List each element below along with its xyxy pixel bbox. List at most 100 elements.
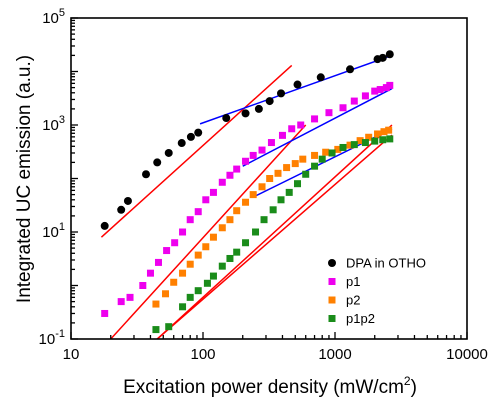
point-p1p2 bbox=[260, 216, 268, 224]
legend-item-dpa-in-otho: DPA in OTHO bbox=[328, 256, 426, 271]
y-axis-title: Integrated UC emission (a.u.) bbox=[14, 55, 35, 303]
fit-lines bbox=[100, 54, 393, 339]
point-p2 bbox=[334, 145, 342, 153]
point-p1p2 bbox=[203, 279, 211, 287]
point-dpa-in-otho bbox=[378, 53, 387, 62]
point-p2 bbox=[152, 300, 160, 308]
fit-line-5 bbox=[156, 124, 393, 339]
legend-marker-p1 bbox=[328, 278, 336, 285]
point-dpa-in-otho bbox=[316, 73, 325, 82]
point-p1 bbox=[297, 121, 305, 129]
point-p1p2 bbox=[350, 141, 358, 149]
point-dpa-in-otho bbox=[100, 221, 109, 230]
point-p1 bbox=[339, 104, 347, 112]
point-p2 bbox=[266, 175, 274, 182]
point-p2 bbox=[202, 243, 210, 251]
legend-marker-p2 bbox=[328, 296, 336, 304]
legend-label-dpa-in-otho: DPA in OTHO bbox=[346, 256, 426, 271]
point-p2 bbox=[242, 198, 250, 206]
point-p1p2 bbox=[194, 287, 202, 295]
point-p1 bbox=[186, 216, 194, 224]
point-p2 bbox=[274, 169, 282, 177]
fit-line-7 bbox=[156, 134, 393, 339]
axis-ticks bbox=[70, 17, 468, 340]
point-dpa-in-otho bbox=[385, 50, 394, 59]
point-p1 bbox=[325, 109, 333, 117]
point-p1p2 bbox=[233, 248, 241, 256]
point-p2 bbox=[162, 290, 170, 298]
point-dpa-in-otho bbox=[222, 114, 231, 123]
point-p2 bbox=[258, 183, 266, 191]
point-p1 bbox=[249, 151, 257, 159]
point-p1 bbox=[163, 247, 171, 255]
point-p2 bbox=[385, 126, 393, 134]
point-p1p2 bbox=[152, 326, 160, 334]
point-dpa-in-otho bbox=[164, 148, 173, 157]
point-p1p2 bbox=[318, 155, 326, 163]
x-tick-label: 10 bbox=[63, 346, 80, 363]
point-p2 bbox=[374, 130, 382, 138]
point-p1p2 bbox=[302, 170, 310, 178]
point-p1 bbox=[101, 309, 109, 317]
point-p1 bbox=[209, 188, 217, 196]
point-p2 bbox=[283, 164, 291, 172]
point-dpa-in-otho bbox=[346, 65, 355, 74]
x-tick-label: 1000 bbox=[318, 346, 351, 363]
point-p1p2 bbox=[328, 149, 336, 157]
point-p1 bbox=[202, 196, 210, 204]
point-dpa-in-otho bbox=[177, 139, 186, 148]
point-p1 bbox=[386, 81, 394, 89]
point-p2 bbox=[380, 128, 388, 136]
x-tick-label: 10000 bbox=[446, 346, 488, 363]
legend-marker-dpa-in-otho bbox=[328, 259, 336, 267]
legend-item-p1: p1 bbox=[328, 274, 360, 289]
point-p2 bbox=[179, 269, 187, 277]
point-p1 bbox=[226, 171, 234, 179]
point-p1p2 bbox=[361, 139, 369, 147]
point-p1p2 bbox=[242, 239, 250, 247]
point-p1 bbox=[350, 97, 358, 105]
y-tick-label: 103 bbox=[42, 114, 65, 134]
point-p2 bbox=[365, 133, 373, 141]
point-p1 bbox=[376, 86, 384, 94]
point-dpa-in-otho bbox=[186, 132, 195, 141]
point-p1 bbox=[126, 293, 134, 301]
fit-line-3 bbox=[110, 124, 307, 339]
x-axis-title: Excitation power density (mW/cm2) bbox=[123, 374, 417, 398]
point-p1 bbox=[171, 239, 179, 247]
point-p1p2 bbox=[218, 262, 226, 270]
legend-marker-p1p2 bbox=[328, 315, 336, 322]
point-p1 bbox=[361, 92, 369, 100]
point-p2 bbox=[186, 260, 194, 268]
point-p1 bbox=[179, 228, 187, 236]
fit-line-2 bbox=[199, 54, 393, 125]
point-dpa-in-otho bbox=[241, 109, 250, 118]
point-p1p2 bbox=[179, 303, 187, 311]
point-p2 bbox=[346, 141, 354, 149]
point-p2 bbox=[194, 251, 202, 259]
data-points bbox=[100, 50, 394, 334]
point-p2 bbox=[311, 151, 319, 159]
x-tick-label: 100 bbox=[190, 346, 215, 363]
point-p1p2 bbox=[339, 143, 347, 151]
y-tick-label: 10-1 bbox=[39, 328, 65, 348]
point-dpa-in-otho bbox=[293, 80, 302, 89]
point-dpa-in-otho bbox=[265, 97, 274, 106]
point-p1p2 bbox=[294, 180, 302, 188]
legend-item-p1p2: p1p2 bbox=[328, 311, 375, 326]
point-p1 bbox=[117, 298, 125, 306]
point-p1 bbox=[218, 178, 226, 186]
fit-line-1 bbox=[100, 64, 293, 238]
fit-line-4 bbox=[242, 87, 393, 167]
point-p1p2 bbox=[285, 188, 293, 196]
point-p1 bbox=[242, 157, 250, 165]
point-p1 bbox=[371, 87, 379, 95]
point-p1 bbox=[146, 269, 154, 277]
y-tick-label: 105 bbox=[42, 7, 65, 27]
point-p1p2 bbox=[226, 254, 234, 262]
point-dpa-in-otho bbox=[277, 89, 286, 98]
point-dpa-in-otho bbox=[142, 170, 151, 179]
point-p1p2 bbox=[386, 135, 394, 143]
